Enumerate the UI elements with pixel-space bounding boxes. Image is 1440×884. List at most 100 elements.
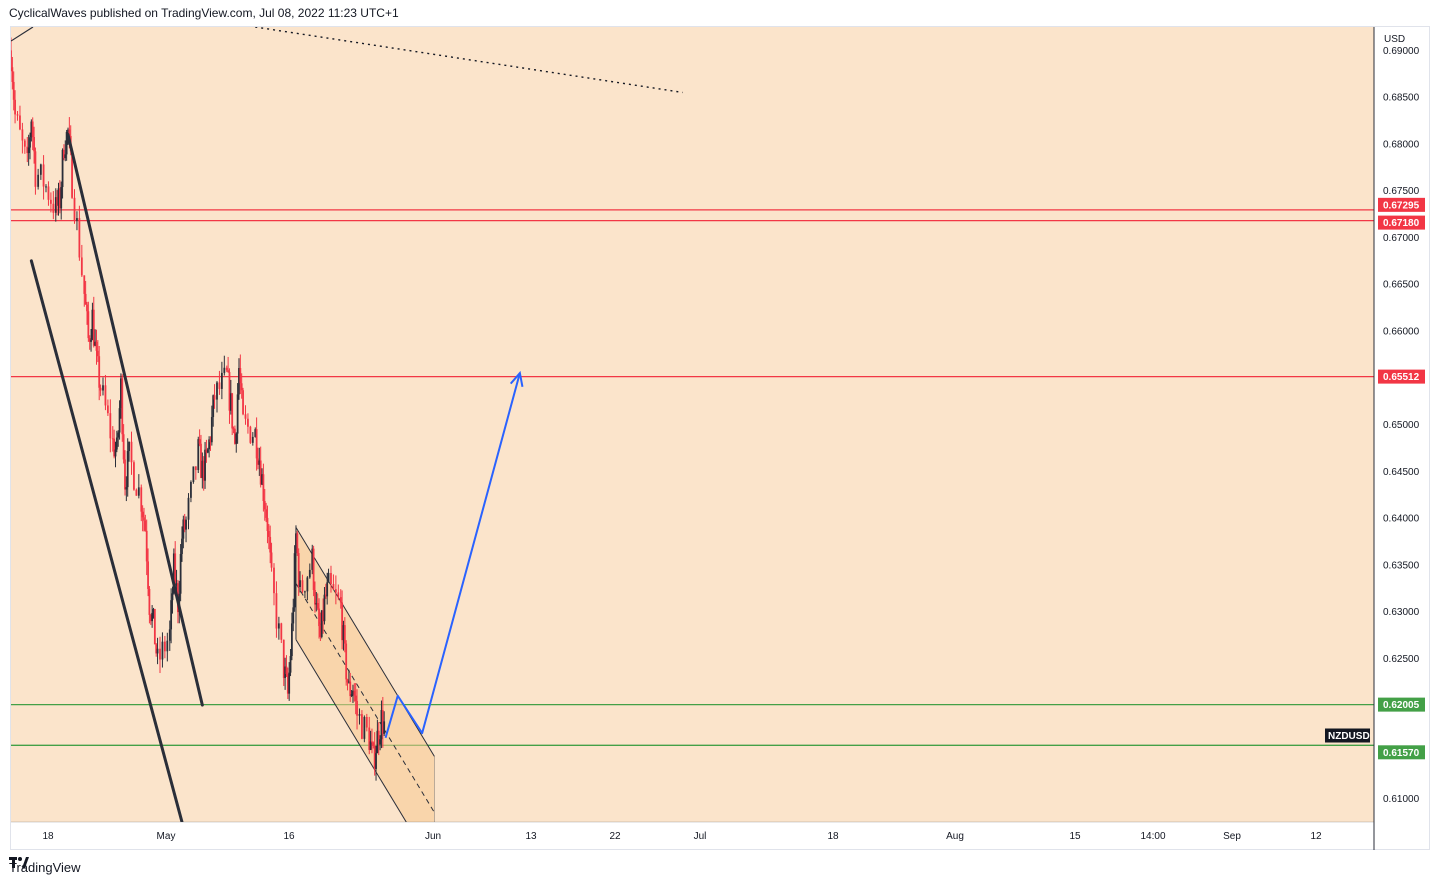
candle-body: [125, 487, 128, 490]
candle-body: [204, 449, 206, 481]
candle-body: [34, 151, 37, 187]
candle-body: [320, 610, 323, 637]
parallel-channel-fill[interactable]: [295, 527, 435, 868]
candle-body: [318, 608, 320, 627]
candle-body: [244, 414, 247, 419]
candle-body: [350, 694, 353, 697]
candle-body: [130, 441, 133, 463]
x-tick-label: 16: [283, 831, 295, 842]
candle-body: [30, 121, 33, 138]
candle-body: [368, 727, 371, 750]
candle-body: [31, 121, 34, 137]
candle-body: [306, 577, 309, 592]
candle-body: [148, 588, 151, 615]
falling-channel-upper-line[interactable]: [66, 133, 204, 707]
candle-body: [187, 497, 190, 520]
x-tick-label: 12: [1310, 831, 1322, 842]
candle-body: [353, 690, 356, 696]
candle-body: [26, 146, 29, 154]
candle-body: [257, 458, 259, 465]
candle-body: [190, 481, 192, 498]
candle-body: [102, 385, 104, 391]
candle-body: [21, 129, 24, 141]
candle-body: [255, 429, 258, 459]
candle-body: [135, 489, 138, 496]
y-tick-label: 0.69000: [1383, 46, 1420, 57]
candle-body: [261, 474, 263, 485]
candle-body: [170, 600, 173, 630]
candle-body: [174, 553, 177, 586]
candle-body: [227, 370, 230, 372]
projection-arrowhead: [509, 370, 524, 388]
y-tick-label: 0.68500: [1383, 93, 1420, 104]
trend-line-stub[interactable]: [11, 27, 34, 42]
candle-body: [182, 519, 185, 539]
candle-body: [311, 548, 314, 570]
x-tick-label: 18: [42, 831, 54, 842]
candle-body: [280, 623, 283, 640]
falling-channel-lower-line[interactable]: [29, 259, 184, 822]
candle-body: [312, 548, 315, 591]
candle-body: [290, 623, 293, 657]
candle-body: [273, 567, 275, 594]
candle-body: [228, 371, 231, 411]
dotted-trend-line[interactable]: [255, 27, 683, 94]
candle-body: [90, 339, 92, 342]
candle-body: [363, 717, 366, 739]
candle-body: [377, 730, 380, 745]
candle-body: [61, 149, 64, 188]
candle-body: [58, 188, 61, 209]
y-tick-label: 0.64500: [1383, 467, 1420, 478]
candle-body: [80, 257, 83, 276]
candle-body: [86, 304, 88, 312]
candle-body: [153, 608, 156, 645]
candle-body: [57, 188, 60, 206]
candle-body: [98, 356, 101, 388]
candle-body: [124, 459, 126, 490]
candle-body: [236, 394, 239, 434]
level-price-tag: [1378, 369, 1425, 384]
candle-body: [361, 714, 363, 739]
candle-body: [314, 590, 316, 605]
candle-body: [37, 174, 40, 187]
candle-body: [83, 275, 86, 294]
candle-body: [171, 593, 174, 601]
candle-body: [304, 591, 306, 593]
candle-body: [185, 519, 187, 530]
level-price-tag-label: 0.62005: [1383, 700, 1420, 711]
candle-body: [332, 584, 335, 590]
candle-body: [242, 390, 244, 415]
candle-body: [126, 451, 129, 488]
candle-body: [339, 597, 342, 603]
candle-body: [29, 137, 31, 148]
candle-body: [326, 582, 329, 597]
candle-body: [133, 462, 135, 490]
candle-body: [99, 387, 102, 391]
candle-body: [213, 395, 216, 400]
candle-body: [334, 589, 337, 593]
parallel-channel-lower[interactable]: [295, 639, 434, 869]
candle-body: [206, 449, 209, 453]
candle-body: [346, 679, 349, 683]
candle-body: [354, 695, 357, 701]
footer: TradingView: [9, 856, 81, 878]
y-tick-label: 0.66000: [1383, 326, 1420, 337]
candle-body: [282, 639, 285, 678]
candle-body: [275, 593, 278, 629]
y-tick-label: 0.61000: [1383, 794, 1420, 805]
candle-body: [78, 218, 81, 258]
candle-body: [295, 533, 297, 554]
candle-body: [277, 623, 280, 629]
x-tick-label: 15: [1069, 831, 1081, 842]
candle-body: [149, 614, 152, 622]
candle-body: [254, 429, 257, 437]
candle-body: [155, 644, 158, 654]
candle-body: [216, 382, 218, 400]
candle-body: [198, 439, 201, 444]
candle-body: [54, 197, 57, 213]
projection-path[interactable]: [384, 372, 521, 739]
candle-body: [159, 648, 161, 660]
candle-body: [322, 610, 325, 622]
candle-body: [365, 717, 368, 728]
